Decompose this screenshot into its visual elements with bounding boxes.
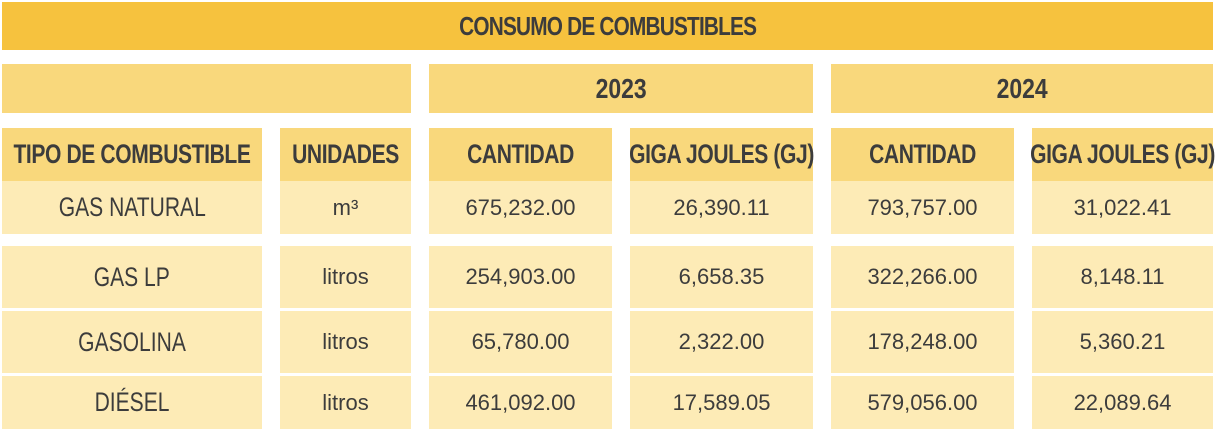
cell-tipo: GAS LP xyxy=(2,246,262,308)
cell-cantidad-2024: 579,056.00 xyxy=(831,376,1014,429)
cell-gj-2024: 31,022.41 xyxy=(1032,181,1213,234)
column-header-gj-2024: GIGA JOULES (GJ) xyxy=(1030,128,1215,181)
year-label-2024: 2024 xyxy=(996,72,1048,104)
cell-cantidad-2023: 461,092.00 xyxy=(429,376,612,429)
cell-cantidad-2023: 65,780.00 xyxy=(429,311,612,373)
cell-gj-2023: 26,390.11 xyxy=(630,181,813,234)
column-header-tipo-label: TIPO DE COMBUSTIBLE xyxy=(13,139,251,169)
cell-tipo: GAS NATURAL xyxy=(2,181,262,234)
cell-gj-2024: 8,148.11 xyxy=(1032,246,1213,308)
cell-gj-2023: 17,589.05 xyxy=(630,376,813,429)
cell-gj-2023: 2,322.00 xyxy=(630,311,813,373)
column-header-unidades: UNIDADES xyxy=(280,128,411,181)
year-header-2024: 2024 xyxy=(831,64,1213,113)
column-header-cantidad-2024: CANTIDAD xyxy=(831,128,1014,181)
column-header-unidades-label: UNIDADES xyxy=(292,139,399,169)
cell-cantidad-2023: 675,232.00 xyxy=(429,181,612,234)
year-header-2023: 2023 xyxy=(429,64,813,113)
column-header-gj-2024-label: GIGA JOULES (GJ) xyxy=(1030,139,1215,169)
year-label-2023: 2023 xyxy=(595,72,647,104)
cell-tipo-text: GAS NATURAL xyxy=(58,192,206,222)
table-title-text: CONSUMO DE COMBUSTIBLES xyxy=(458,10,757,41)
cell-unidades: litros xyxy=(280,246,411,308)
cell-unidades: litros xyxy=(280,311,411,373)
column-header-gj-2023-label: GIGA JOULES (GJ) xyxy=(629,139,814,169)
cell-unidades: litros xyxy=(280,376,411,429)
column-header-gj-2023: GIGA JOULES (GJ) xyxy=(629,128,814,181)
cell-tipo-text: DIÉSEL xyxy=(94,387,170,417)
column-header-cantidad-2023-label: CANTIDAD xyxy=(467,139,574,169)
cell-gj-2023: 6,658.35 xyxy=(630,246,813,308)
cell-cantidad-2024: 793,757.00 xyxy=(831,181,1014,234)
column-header-cantidad-2023: CANTIDAD xyxy=(429,128,612,181)
cell-gj-2024: 22,089.64 xyxy=(1032,376,1213,429)
cell-cantidad-2023: 254,903.00 xyxy=(429,246,612,308)
table-title: CONSUMO DE COMBUSTIBLES xyxy=(2,2,1213,50)
cell-cantidad-2024: 178,248.00 xyxy=(831,311,1014,373)
cell-tipo-text: GASOLINA xyxy=(78,326,186,357)
cell-cantidad-2024: 322,266.00 xyxy=(831,246,1014,308)
cell-tipo: GASOLINA xyxy=(2,311,262,373)
cell-gj-2024: 5,360.21 xyxy=(1032,311,1213,373)
cell-tipo-text: GAS LP xyxy=(93,261,171,292)
column-header-tipo: TIPO DE COMBUSTIBLE xyxy=(2,128,262,181)
cell-tipo: DIÉSEL xyxy=(2,376,262,429)
cell-unidades: m³ xyxy=(280,181,411,234)
column-header-cantidad-2024-label: CANTIDAD xyxy=(869,139,976,169)
year-row-blank-cell xyxy=(2,64,411,113)
